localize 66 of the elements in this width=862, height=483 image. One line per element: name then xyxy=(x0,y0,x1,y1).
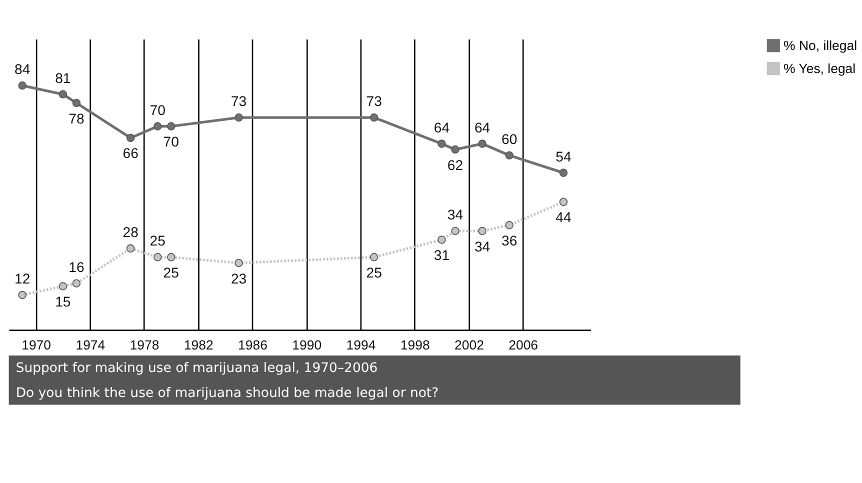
point xyxy=(167,253,176,262)
x-tick-label: 1994 xyxy=(346,338,376,353)
point xyxy=(370,253,378,262)
x-tick-label: 1978 xyxy=(130,338,160,353)
data-label: 31 xyxy=(434,246,450,263)
point xyxy=(451,145,460,154)
data-label: 36 xyxy=(502,232,518,248)
data-label: 25 xyxy=(366,264,382,280)
text: Support for making use of marijuana legal, 1970–2006 xyxy=(16,361,378,376)
x-tick-label: 1974 xyxy=(76,338,106,353)
point xyxy=(559,168,568,177)
x-tick-label: 2002 xyxy=(454,338,484,353)
data-label: 64 xyxy=(474,119,490,136)
point xyxy=(478,226,486,236)
data-label: 25 xyxy=(163,264,180,280)
data-label: 70 xyxy=(163,134,180,150)
point xyxy=(505,151,514,160)
x-tick-label: 1986 xyxy=(238,338,268,353)
point xyxy=(18,290,26,300)
data-label: 73 xyxy=(230,93,247,110)
point xyxy=(18,81,26,90)
point xyxy=(505,221,514,230)
point xyxy=(154,253,162,262)
point xyxy=(58,282,68,290)
point xyxy=(72,279,81,288)
x-tick-label: 2006 xyxy=(508,338,538,353)
point xyxy=(126,244,135,253)
point xyxy=(126,134,135,142)
legend-label: % No, illegal xyxy=(784,38,858,54)
data-label: 25 xyxy=(150,232,166,249)
data-label: 78 xyxy=(68,110,84,126)
data-label: 28 xyxy=(122,224,139,240)
data-label: 34 xyxy=(447,206,464,223)
data-label: 34 xyxy=(474,238,490,254)
data-label: 12 xyxy=(14,270,30,287)
point xyxy=(234,113,243,122)
data-label: 60 xyxy=(502,130,518,147)
data-label: 84 xyxy=(14,61,30,78)
point xyxy=(438,140,446,148)
legend-label: % Yes, legal xyxy=(784,60,856,76)
data-label: 81 xyxy=(55,70,71,86)
data-label: 44 xyxy=(556,209,572,226)
text: Do you think the use of marijuana should be made legal or not? xyxy=(16,386,439,401)
x-tick-label: 1990 xyxy=(292,338,322,353)
data-label: 54 xyxy=(556,148,572,164)
point xyxy=(451,226,460,236)
data-label: 62 xyxy=(447,156,464,173)
point xyxy=(154,122,162,130)
x-tick-label: 1982 xyxy=(184,338,214,353)
point xyxy=(370,113,378,122)
data-label: 66 xyxy=(122,145,139,162)
data-label: 73 xyxy=(366,93,382,110)
x-tick-label: 1970 xyxy=(22,338,52,353)
data-label: 15 xyxy=(55,294,71,310)
x-tick-label: 1998 xyxy=(400,338,430,353)
point xyxy=(438,236,446,244)
point xyxy=(58,90,68,98)
data-label: 23 xyxy=(230,270,247,286)
point xyxy=(559,198,568,206)
point xyxy=(234,258,243,268)
data-label: 64 xyxy=(434,119,450,136)
point xyxy=(478,140,486,148)
point xyxy=(72,98,81,108)
data-label: 70 xyxy=(150,102,166,118)
point xyxy=(167,122,176,130)
data-label: 16 xyxy=(68,258,84,275)
